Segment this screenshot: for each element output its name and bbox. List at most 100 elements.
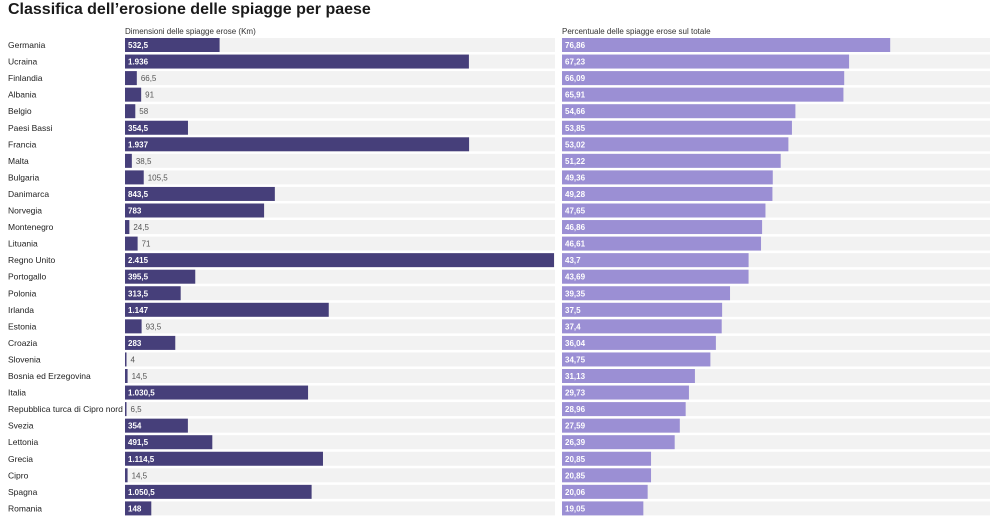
chart-title: Classifica dell’erosione delle spiagge p… bbox=[8, 1, 371, 18]
category-label: Danimarca bbox=[8, 189, 49, 199]
category-label: Svezia bbox=[8, 421, 34, 431]
category-label: Regno Unito bbox=[8, 255, 56, 265]
right-value-label: 43,69 bbox=[565, 273, 586, 282]
left-bar bbox=[125, 153, 132, 168]
category-label: Ucraina bbox=[8, 57, 38, 67]
left-bar-background bbox=[125, 220, 555, 235]
left-bar bbox=[125, 402, 127, 417]
category-label: Romania bbox=[8, 503, 42, 513]
left-bar bbox=[125, 484, 312, 499]
right-bar bbox=[562, 220, 763, 235]
left-bar-background bbox=[125, 269, 555, 284]
left-bar-background bbox=[125, 402, 555, 417]
left-bar bbox=[125, 286, 181, 301]
left-bar bbox=[125, 418, 188, 433]
left-value-label: 14,5 bbox=[132, 372, 148, 381]
left-bar bbox=[125, 269, 196, 284]
right-value-label: 76,86 bbox=[565, 41, 586, 50]
left-bar bbox=[125, 137, 470, 152]
right-bar bbox=[562, 286, 731, 301]
right-value-label: 51,22 bbox=[565, 157, 586, 166]
left-value-label: 1.936 bbox=[128, 58, 149, 67]
left-bar bbox=[125, 236, 138, 251]
left-bar bbox=[125, 385, 309, 400]
left-value-label: 1.050,5 bbox=[128, 488, 155, 497]
right-value-label: 49,36 bbox=[565, 173, 586, 182]
left-bar bbox=[125, 87, 142, 102]
right-value-label: 67,23 bbox=[565, 58, 586, 67]
right-bar-background bbox=[562, 451, 990, 466]
left-bar bbox=[125, 369, 128, 383]
right-bar-background bbox=[562, 484, 990, 499]
left-bar bbox=[125, 435, 213, 450]
left-value-label: 354,5 bbox=[128, 124, 149, 133]
right-bar bbox=[562, 352, 711, 367]
left-value-label: 395,5 bbox=[128, 273, 149, 282]
category-label: Repubblica turca di Cipro nord bbox=[8, 404, 123, 414]
right-value-label: 47,65 bbox=[565, 207, 586, 216]
right-bar bbox=[562, 203, 766, 218]
right-bar bbox=[562, 302, 723, 317]
left-bar-background bbox=[125, 352, 555, 367]
left-value-label: 1.030,5 bbox=[128, 389, 155, 398]
left-bar-background bbox=[125, 87, 555, 102]
right-bar bbox=[562, 335, 716, 350]
right-value-label: 66,09 bbox=[565, 74, 586, 83]
right-value-label: 20,06 bbox=[565, 488, 586, 497]
right-bar bbox=[562, 468, 652, 483]
left-value-label: 1.114,5 bbox=[128, 455, 155, 464]
right-bar bbox=[562, 186, 773, 201]
left-value-label: 1.147 bbox=[128, 306, 149, 315]
left-bar bbox=[125, 71, 137, 86]
category-label: Francia bbox=[8, 139, 37, 149]
left-value-label: 24,5 bbox=[133, 223, 149, 232]
right-bar bbox=[562, 137, 789, 152]
left-bar bbox=[125, 220, 130, 235]
right-bar bbox=[562, 170, 773, 185]
right-value-label: 19,05 bbox=[565, 504, 586, 513]
left-value-label: 93,5 bbox=[146, 322, 162, 331]
category-label: Norvegia bbox=[8, 206, 42, 216]
right-bar bbox=[562, 253, 749, 268]
right-bar bbox=[562, 153, 781, 168]
left-bar-background bbox=[125, 104, 555, 119]
right-bar bbox=[562, 120, 792, 135]
left-bar bbox=[125, 451, 323, 466]
category-label: Bosnia ed Erzegovina bbox=[8, 371, 91, 381]
category-label: Slovenia bbox=[8, 354, 41, 364]
left-bar-background bbox=[125, 369, 555, 383]
left-bar-background bbox=[125, 153, 555, 168]
left-bar bbox=[125, 253, 554, 268]
right-value-label: 54,66 bbox=[565, 107, 586, 116]
right-value-label: 29,73 bbox=[565, 389, 586, 398]
left-bar bbox=[125, 203, 265, 218]
left-bar bbox=[125, 186, 275, 201]
category-label: Irlanda bbox=[8, 305, 34, 315]
right-bar bbox=[562, 54, 850, 69]
left-value-label: 66,5 bbox=[141, 74, 157, 83]
left-bar bbox=[125, 104, 136, 119]
right-value-label: 28,96 bbox=[565, 405, 586, 414]
left-bar-background bbox=[125, 170, 555, 185]
left-value-label: 354 bbox=[128, 422, 142, 431]
left-bar-background bbox=[125, 435, 555, 450]
right-value-label: 20,85 bbox=[565, 471, 586, 480]
right-value-label: 65,91 bbox=[565, 91, 586, 100]
right-bar bbox=[562, 269, 749, 284]
left-bar bbox=[125, 120, 188, 135]
right-bar bbox=[562, 501, 644, 516]
right-bar bbox=[562, 38, 891, 52]
category-label: Estonia bbox=[8, 321, 37, 331]
left-value-label: 91 bbox=[145, 91, 154, 100]
left-bar-background bbox=[125, 335, 555, 350]
left-bar-background bbox=[125, 38, 555, 52]
left-value-label: 2.415 bbox=[128, 256, 149, 265]
left-bar-background bbox=[125, 319, 555, 334]
left-bar bbox=[125, 319, 142, 334]
right-value-label: 26,39 bbox=[565, 438, 586, 447]
right-bar bbox=[562, 402, 686, 417]
category-label: Portogallo bbox=[8, 272, 47, 282]
category-label: Grecia bbox=[8, 454, 33, 464]
category-label: Albania bbox=[8, 90, 37, 100]
left-value-label: 148 bbox=[128, 504, 142, 513]
